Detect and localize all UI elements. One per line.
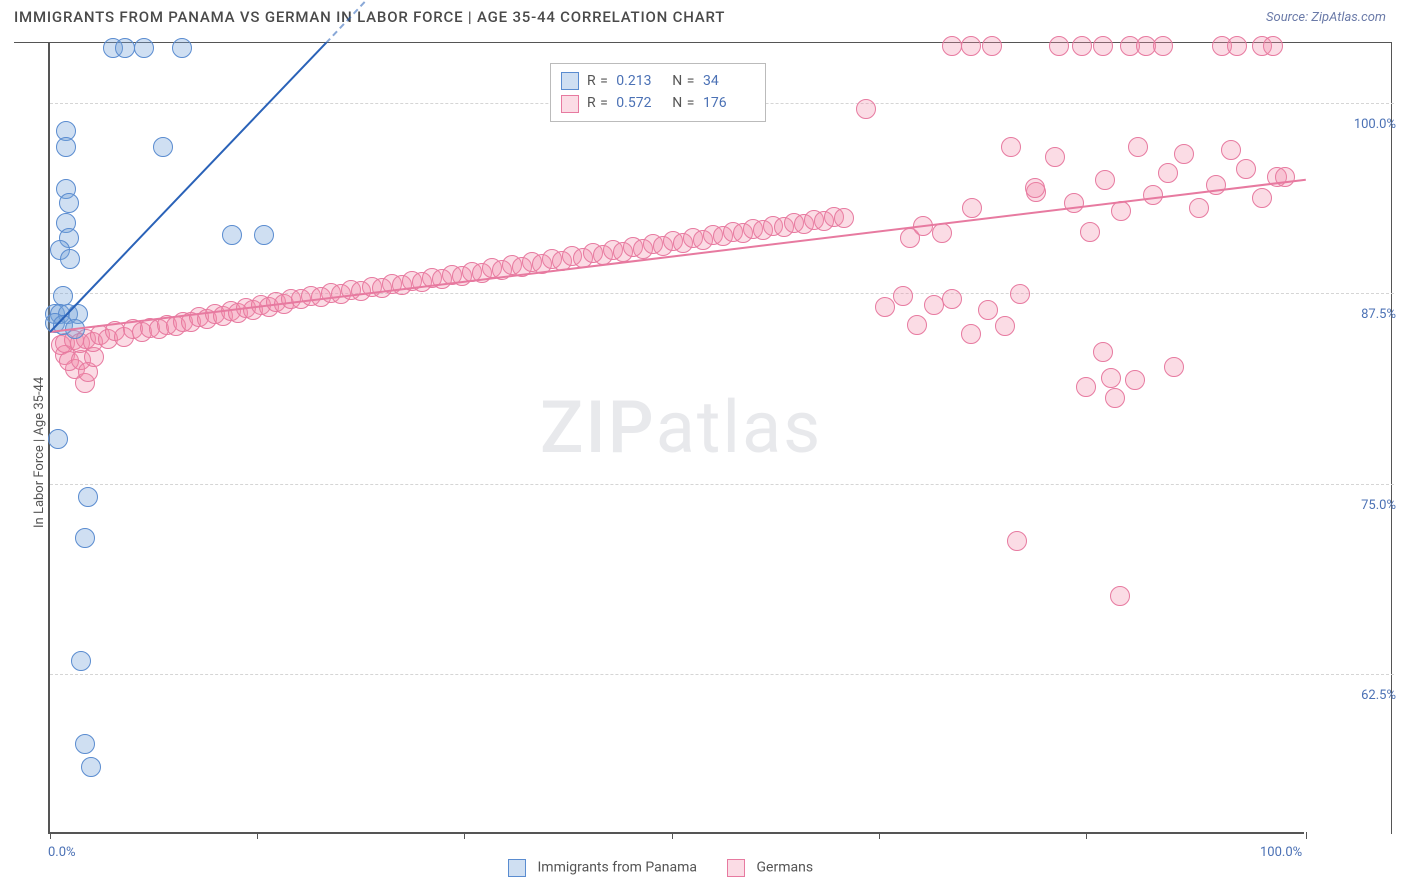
point-germans: [1093, 36, 1113, 56]
point-panama: [134, 38, 154, 58]
point-germans: [1093, 342, 1113, 362]
y-tick-label: 100.0%: [1354, 117, 1396, 132]
point-panama: [60, 249, 80, 269]
x-tick: [50, 832, 51, 839]
point-germans: [978, 300, 998, 320]
point-germans: [1164, 357, 1184, 377]
point-germans: [856, 99, 876, 119]
point-germans: [1263, 36, 1283, 56]
legend-row-a: R = 0.213 N = 34: [561, 70, 751, 92]
point-germans: [1158, 163, 1178, 183]
point-germans: [961, 36, 981, 56]
point-germans: [962, 198, 982, 218]
point-panama: [254, 225, 274, 245]
point-germans: [1128, 137, 1148, 157]
point-germans: [942, 289, 962, 309]
swatch-b-icon: [727, 859, 745, 877]
point-germans: [1189, 198, 1209, 218]
y-axis-label: In Labor Force | Age 35-44: [32, 377, 47, 528]
point-germans: [875, 297, 895, 317]
point-germans: [1072, 36, 1092, 56]
point-germans: [961, 324, 981, 344]
point-germans: [995, 316, 1015, 336]
point-germans: [834, 208, 854, 228]
point-panama: [153, 137, 173, 157]
point-germans: [893, 286, 913, 306]
x-tick: [464, 832, 465, 839]
swatch-a: [561, 72, 579, 90]
x-tick-label: 100.0%: [1260, 845, 1302, 860]
legend-r-label: R =: [587, 70, 608, 92]
point-germans: [1221, 140, 1241, 160]
gridline: [50, 484, 1394, 485]
point-panama: [75, 734, 95, 754]
point-germans: [1110, 586, 1130, 606]
point-germans: [1101, 368, 1121, 388]
bottom-legend: Immigrants from Panama Germans: [508, 859, 813, 877]
y-tick-label: 62.5%: [1361, 688, 1396, 703]
point-germans: [1174, 144, 1194, 164]
point-panama: [48, 429, 68, 449]
legend-n-a: 34: [703, 70, 751, 92]
point-panama: [81, 757, 101, 777]
point-germans: [1105, 388, 1125, 408]
point-germans: [1236, 159, 1256, 179]
point-panama: [53, 286, 73, 306]
point-germans: [1010, 284, 1030, 304]
point-germans: [1064, 193, 1084, 213]
plot-area: In Labor Force | Age 35-44 100.0%87.5%75…: [48, 42, 1304, 834]
point-panama: [222, 225, 242, 245]
point-germans: [1007, 531, 1027, 551]
legend-a-label: Immigrants from Panama: [537, 860, 697, 876]
point-germans: [1001, 137, 1021, 157]
y-tick-label: 75.0%: [1361, 498, 1396, 513]
point-germans: [932, 223, 952, 243]
x-tick: [879, 832, 880, 839]
point-germans: [1045, 147, 1065, 167]
x-tick: [672, 832, 673, 839]
point-panama: [78, 487, 98, 507]
point-panama: [71, 651, 91, 671]
point-panama: [115, 38, 135, 58]
point-germans: [1080, 222, 1100, 242]
point-germans: [1076, 377, 1096, 397]
point-germans: [1025, 178, 1045, 198]
legend-r-a: 0.213: [616, 70, 664, 92]
source-label: Source: ZipAtlas.com: [1266, 10, 1386, 25]
point-germans: [1252, 188, 1272, 208]
point-germans: [1125, 370, 1145, 390]
y-tick-label: 87.5%: [1361, 307, 1396, 322]
point-panama: [172, 38, 192, 58]
point-panama: [56, 137, 76, 157]
legend-n-label: N =: [672, 70, 695, 92]
point-panama: [75, 528, 95, 548]
x-tick: [1306, 832, 1307, 839]
point-germans: [1095, 170, 1115, 190]
point-panama: [59, 193, 79, 213]
swatch-a-icon: [508, 859, 526, 877]
gridline: [50, 674, 1394, 675]
point-germans: [1049, 36, 1069, 56]
x-tick: [257, 832, 258, 839]
point-germans: [1227, 36, 1247, 56]
legend-row-b: R = 0.572 N = 176: [561, 92, 751, 114]
point-germans: [942, 36, 962, 56]
point-germans: [982, 36, 1002, 56]
x-tick: [1086, 832, 1087, 839]
gridline: [50, 293, 1394, 294]
legend-r-label: R =: [587, 92, 608, 114]
swatch-b: [561, 95, 579, 113]
point-germans: [1153, 36, 1173, 56]
legend-n-b: 176: [703, 92, 751, 114]
legend-item-a: Immigrants from Panama: [508, 859, 697, 877]
legend-b-label: Germans: [757, 860, 814, 876]
point-germans: [907, 315, 927, 335]
legend-n-label: N =: [672, 92, 695, 114]
legend-r-b: 0.572: [616, 92, 664, 114]
chart-title: IMMIGRANTS FROM PANAMA VS GERMAN IN LABO…: [14, 8, 725, 26]
stats-legend: R = 0.213 N = 34 R = 0.572 N = 176: [550, 63, 766, 122]
legend-item-b: Germans: [727, 859, 813, 877]
x-tick-label: 0.0%: [48, 845, 76, 860]
